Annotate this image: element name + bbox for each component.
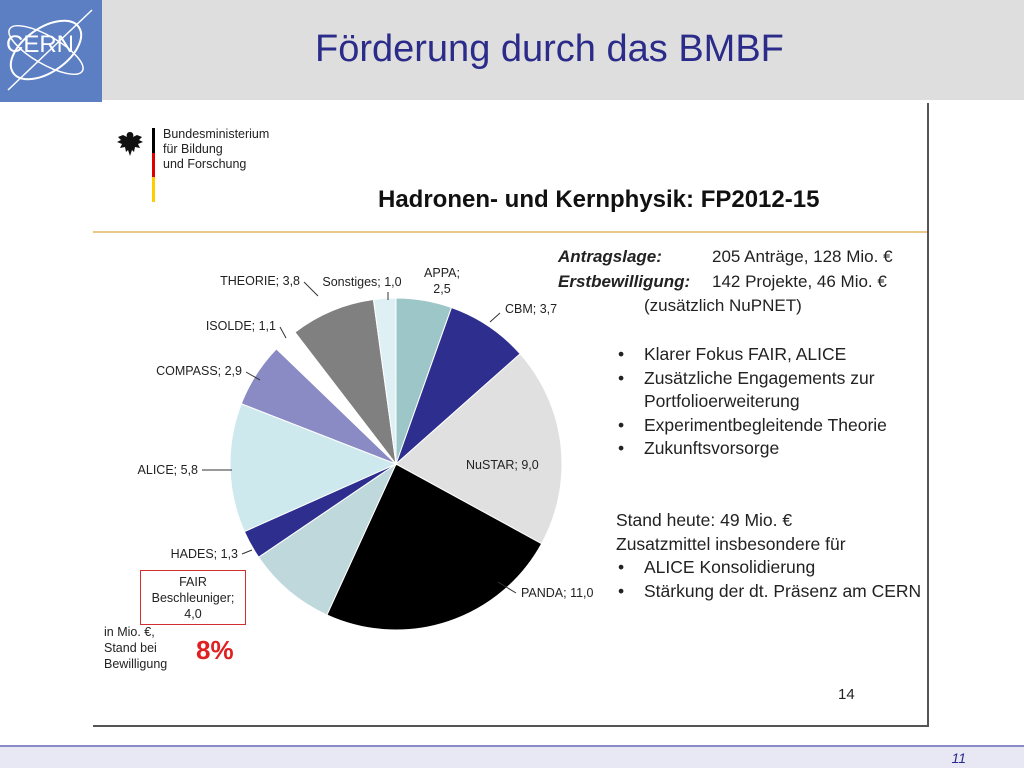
footnote-line: Stand bei bbox=[104, 641, 157, 655]
german-flag bbox=[152, 128, 155, 202]
antragslage-row: Antragslage: 205 Anträge, 128 Mio. € bbox=[558, 247, 928, 269]
flag-stripe bbox=[152, 177, 155, 202]
cern-logo: CERN bbox=[0, 0, 102, 102]
status-item: Stärkung der dt. Präsenz am CERN bbox=[616, 580, 926, 604]
status-line: Stand heute: 49 Mio. € bbox=[616, 510, 793, 530]
pie-slice bbox=[326, 463, 543, 631]
logo-text: CERN bbox=[6, 31, 74, 58]
chart-title: Hadronen- und Kernphysik: FP2012-15 bbox=[378, 186, 820, 213]
fair-highlight-box bbox=[140, 570, 246, 625]
ministry-name: Bundesministerium für Bildung und Forsch… bbox=[163, 127, 269, 172]
leader-line bbox=[241, 549, 253, 555]
footnote-line: in Mio. €, bbox=[104, 625, 155, 639]
leader-line bbox=[245, 371, 261, 381]
pie-slice bbox=[395, 353, 563, 545]
fair-label-line: Beschleuniger; bbox=[152, 591, 235, 605]
ministry-line: für Bildung bbox=[163, 142, 223, 156]
antragslage-label: Antragslage: bbox=[558, 247, 662, 266]
pie-slice bbox=[294, 298, 397, 466]
erstbewilligung-value: 142 Projekte, 46 Mio. € bbox=[712, 272, 887, 291]
slice-label: THEORIE; 3,8 bbox=[220, 274, 300, 288]
erstbewilligung-label: Erstbewilligung: bbox=[558, 272, 691, 291]
slice-label: PANDA; 11,0 bbox=[521, 586, 594, 600]
slice-label: COMPASS; 2,9 bbox=[156, 364, 242, 378]
fair-percent: 8% bbox=[196, 635, 234, 665]
bullet-item: Klarer Fokus FAIR, ALICE bbox=[616, 343, 926, 367]
leader-line bbox=[497, 581, 517, 594]
ministry-line: Bundesministerium bbox=[163, 127, 270, 141]
slice-label: NuSTAR; 9,0 bbox=[466, 458, 539, 472]
ministry-line: und Forschung bbox=[163, 157, 247, 171]
bullet-item: Zukunftsvorsorge bbox=[616, 437, 926, 461]
leader-line bbox=[279, 326, 287, 339]
pie-slice bbox=[257, 462, 398, 616]
bullet-item: Zusätzliche Engagements zur Portfolioerw… bbox=[616, 367, 926, 414]
slice-label: ISOLDE; 1,1 bbox=[206, 319, 276, 333]
slice-label: Sonstiges; 1,0 bbox=[322, 275, 401, 289]
erstbewilligung-row: Erstbewilligung: 142 Projekte, 46 Mio. € bbox=[558, 272, 928, 294]
embed-border bbox=[93, 725, 929, 727]
page-number: 11 bbox=[951, 750, 966, 766]
slide-footer: 11 bbox=[0, 745, 1024, 768]
slide-header bbox=[0, 0, 1024, 100]
slice-label: HADES; 1,3 bbox=[171, 547, 238, 561]
fair-label-line: 4,0 bbox=[184, 607, 201, 621]
slice-label: ALICE; 5,8 bbox=[138, 463, 198, 477]
flag-stripe bbox=[152, 152, 155, 178]
embed-border bbox=[927, 103, 929, 727]
zusatz-note: (zusätzlich NuPNET) bbox=[644, 296, 802, 315]
bullet-item: Experimentbegleitende Theorie bbox=[616, 414, 926, 438]
chart-footnote: in Mio. €, Stand bei Bewilligung bbox=[104, 624, 167, 672]
inner-slide-number: 14 bbox=[838, 686, 855, 703]
page-title: Förderung durch das BMBF bbox=[315, 28, 784, 70]
bullet-list: Klarer Fokus FAIR, ALICE Zusätzliche Eng… bbox=[616, 343, 926, 461]
eagle-icon bbox=[114, 128, 146, 160]
antragslage-value: 205 Anträge, 128 Mio. € bbox=[712, 247, 893, 266]
leader-line bbox=[303, 281, 319, 297]
title-divider bbox=[93, 231, 927, 233]
cern-logo-icon: CERN bbox=[6, 9, 93, 91]
status-block: Stand heute: 49 Mio. € Zusatzmittel insb… bbox=[616, 509, 926, 603]
pie-slice bbox=[372, 297, 397, 465]
fair-label-line: FAIR bbox=[179, 575, 207, 589]
footnote-line: Bewilligung bbox=[104, 657, 168, 671]
status-item: ALICE Konsolidierung bbox=[616, 556, 926, 580]
slice-label: APPA; 2,5 bbox=[424, 266, 460, 296]
pie-slice bbox=[229, 403, 398, 533]
flag-stripe bbox=[152, 128, 155, 153]
leader-line bbox=[489, 312, 501, 323]
status-line: Zusatzmittel insbesondere für bbox=[616, 533, 846, 554]
slice-label: CBM; 3,7 bbox=[505, 302, 557, 316]
